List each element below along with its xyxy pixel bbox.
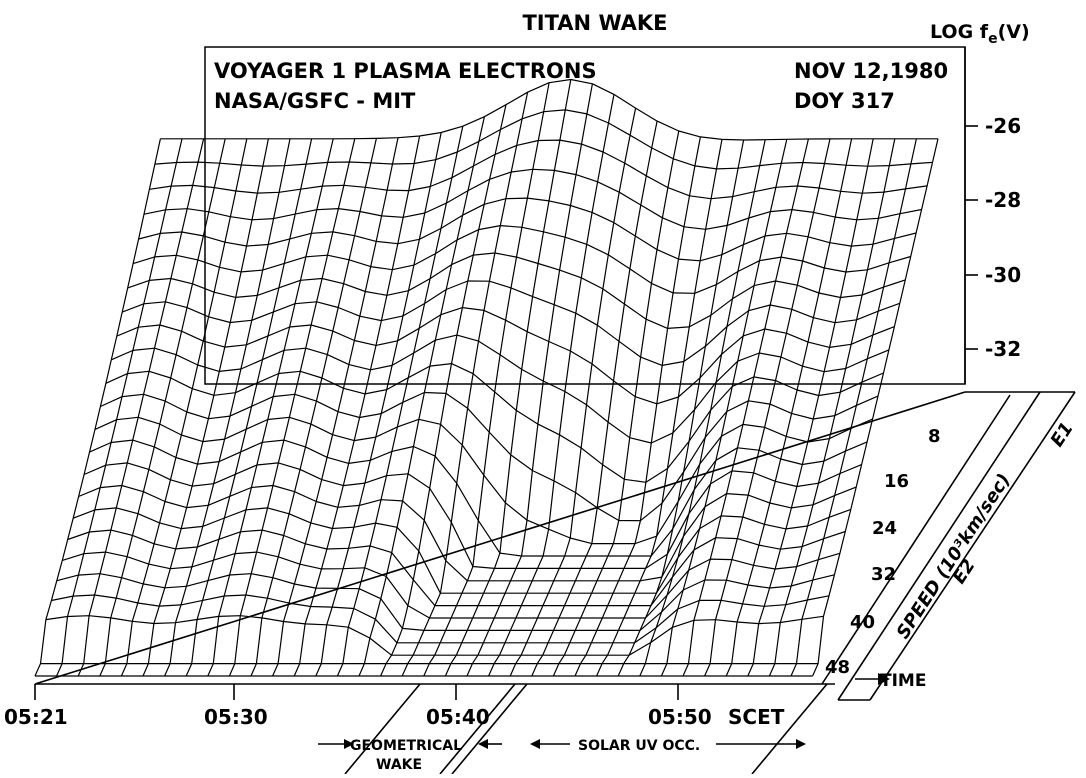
time-contour-line [77,138,205,677]
time-contour-line [358,116,485,677]
speed-axis-label: SPEED (10³km/sec) [893,470,1015,643]
solar-uv-label: SOLAR UV OCC. [578,738,700,754]
z-axis-label: LOG fe(V) [930,21,1030,47]
time-contour-line [660,139,788,677]
speed-contour-line [45,615,824,656]
time-contour-line [466,83,593,677]
time-contour-line [228,138,356,677]
geometrical-wake-label: GEOMETRICAL [350,738,462,754]
time-contour-line [531,120,658,677]
speed-contour-line [56,573,835,631]
z-tick-label: -28 [985,188,1021,212]
wake-label: WAKE [376,757,422,773]
time-contour-line [812,138,939,677]
time-contour-line [293,135,421,677]
event-markers: GEOMETRICAL WAKE SOLAR UV OCC. [318,683,828,775]
z-label-main: LOG f [930,21,989,43]
speed-tick-label: 8 [928,426,941,447]
z-tick-label: -30 [985,263,1021,287]
z-tick-label: -32 [985,337,1021,361]
speed-contour-line [78,484,857,582]
z-label-sub: e [988,31,998,47]
annotation-line-2: NASA/GSFC - MIT [214,89,416,113]
time-contour-line [336,126,464,677]
time-contour-line [250,138,377,677]
time-tick-label: 05:21 [4,705,68,729]
time-contour-line [56,138,183,677]
annotation-line-1: VOYAGER 1 PLASMA ELECTRONS [214,59,597,83]
speed-contour-line [132,225,911,294]
time-contour-line [207,138,334,677]
time-contour-line [99,138,226,677]
time-contour-line [185,138,313,677]
scet-label: SCET [728,705,785,729]
time-axis: TIME 05:21 05:30 05:40 05:50 SCET [4,671,926,729]
annotation-doy: DOY 317 [794,89,895,113]
base-frame [34,391,1076,701]
speed-contour-line [94,416,873,545]
time-contour-line [272,137,399,677]
z-label-tail: (V) [998,21,1030,43]
time-contour-line [488,94,615,677]
speed-contour-line [89,439,868,557]
z-tick-label: -26 [985,114,1021,138]
chart-title: TITAN WAKE [522,11,667,35]
speed-tick-label: 32 [871,564,896,585]
speed-tick-label: 48 [825,657,850,678]
speed-contour-line [105,363,884,483]
speed-contour-line [62,551,841,619]
time-contour-line [704,138,831,677]
time-contour-line [164,138,291,677]
time-contour-line [639,139,766,677]
time-contour-line [790,138,917,677]
time-contour-line [747,138,874,677]
z-axis: -26 -28 -30 -32 [964,47,1021,384]
time-contour-line [596,139,723,677]
time-tick-label: 05:40 [426,705,490,729]
time-tick-label: 05:30 [204,705,268,729]
annotation-date: NOV 12,1980 [794,59,948,83]
time-contour-line [574,136,701,677]
channel-label-e1: E1 [1047,418,1078,450]
time-contour-line [617,139,745,677]
time-contour-line [768,138,896,677]
speed-tick-label: 16 [884,471,909,492]
speed-contour-line [138,197,917,262]
time-contour-line [380,104,507,677]
time-contour-line [34,138,161,677]
time-contour-line [315,132,442,677]
time-contour-line [725,138,853,677]
time-contour-line [552,130,680,677]
time-tick-label: 05:50 [648,705,712,729]
speed-tick-label: 40 [850,612,875,633]
time-axis-label: TIME [880,671,926,691]
time-contour-line [120,138,248,677]
time-contour-line [142,138,269,677]
speed-contour-line [51,594,830,644]
speed-contour-line [83,462,862,569]
surface-mesh [34,78,939,677]
time-contour-line [444,79,572,677]
time-contour-line [682,138,809,677]
speed-tick-label: 24 [872,518,897,539]
time-contour-line [401,92,529,677]
time-contour-line [423,82,550,677]
